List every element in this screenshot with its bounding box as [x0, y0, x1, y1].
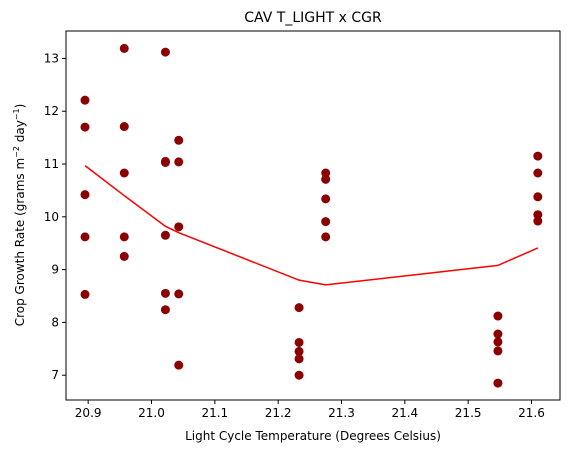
scatter-point	[119, 122, 129, 132]
x-tick-label: 21.1	[201, 406, 228, 420]
scatter-point	[174, 360, 184, 370]
scatter-point	[119, 251, 129, 261]
scatter-point	[493, 311, 503, 321]
scatter-point	[493, 337, 503, 347]
y-axis: 7 8 9 10 11 12 13	[44, 51, 66, 382]
scatter-point	[174, 135, 184, 145]
x-tick-label: 21.4	[391, 406, 418, 420]
scatter-point	[119, 232, 129, 242]
scatter-point	[174, 157, 184, 167]
y-tick-label: 11	[44, 157, 59, 171]
chart-title: CAV T_LIGHT x CGR	[244, 10, 382, 26]
x-axis: 20.9 21.0 21.1 21.2 21.3 21.4 21.5 21.6	[75, 400, 545, 420]
scatter-point	[160, 230, 170, 240]
y-axis-label: Crop Growth Rate (grams m−2 day−1)	[12, 104, 27, 327]
scatter-point	[533, 210, 543, 220]
scatter-point	[321, 168, 331, 178]
scatter-point	[160, 157, 170, 167]
scatter-point	[533, 192, 543, 202]
plot-area	[80, 43, 543, 388]
y-tick-label: 10	[44, 210, 59, 224]
scatter-point	[160, 47, 170, 57]
y-tick-label: 12	[44, 104, 59, 118]
y-axis-label-mid: day	[13, 120, 27, 146]
y-tick-label: 7	[51, 368, 59, 382]
trend-line	[84, 165, 539, 286]
scatter-point	[294, 346, 304, 356]
y-axis-label-sup2: −1	[12, 108, 21, 120]
scatter-point	[174, 222, 184, 232]
scatter-point	[321, 174, 331, 184]
scatter-point	[294, 370, 304, 380]
scatter-point	[174, 289, 184, 299]
scatter-point	[294, 354, 304, 364]
scatter-point	[160, 288, 170, 298]
scatter-point	[80, 190, 90, 200]
scatter-point	[80, 289, 90, 299]
x-tick-label: 21.2	[265, 406, 292, 420]
y-axis-label-main: Crop Growth Rate (grams m	[13, 158, 27, 326]
scatter-point	[321, 194, 331, 204]
y-tick-label: 8	[51, 315, 59, 329]
scatter-point	[119, 168, 129, 178]
scatter-point	[294, 337, 304, 347]
scatter-point	[533, 168, 543, 178]
scatter-point	[80, 232, 90, 242]
x-tick-label: 21.5	[455, 406, 482, 420]
scatter-point	[294, 303, 304, 313]
scatter-point	[533, 151, 543, 161]
x-tick-label: 21.3	[328, 406, 355, 420]
scatter-point	[493, 346, 503, 356]
scatter-point	[493, 329, 503, 339]
y-tick-label: 13	[44, 51, 59, 65]
y-axis-label-sup1: −2	[12, 146, 21, 158]
y-tick-label: 9	[51, 263, 59, 277]
scatter-point	[321, 232, 331, 242]
x-tick-label: 21.0	[138, 406, 165, 420]
x-tick-label: 20.9	[75, 406, 102, 420]
scatter-point	[80, 95, 90, 105]
scatter-point	[533, 216, 543, 226]
x-tick-label: 21.6	[518, 406, 545, 420]
scatter-point	[119, 43, 129, 53]
scatter-point	[160, 305, 170, 315]
plot-frame	[65, 30, 561, 401]
scatter-point	[321, 217, 331, 227]
scatter-point	[493, 378, 503, 388]
y-axis-label-end: )	[13, 104, 27, 109]
scatter-point	[80, 122, 90, 132]
x-axis-label: Light Cycle Temperature (Degrees Celsius…	[185, 429, 441, 443]
